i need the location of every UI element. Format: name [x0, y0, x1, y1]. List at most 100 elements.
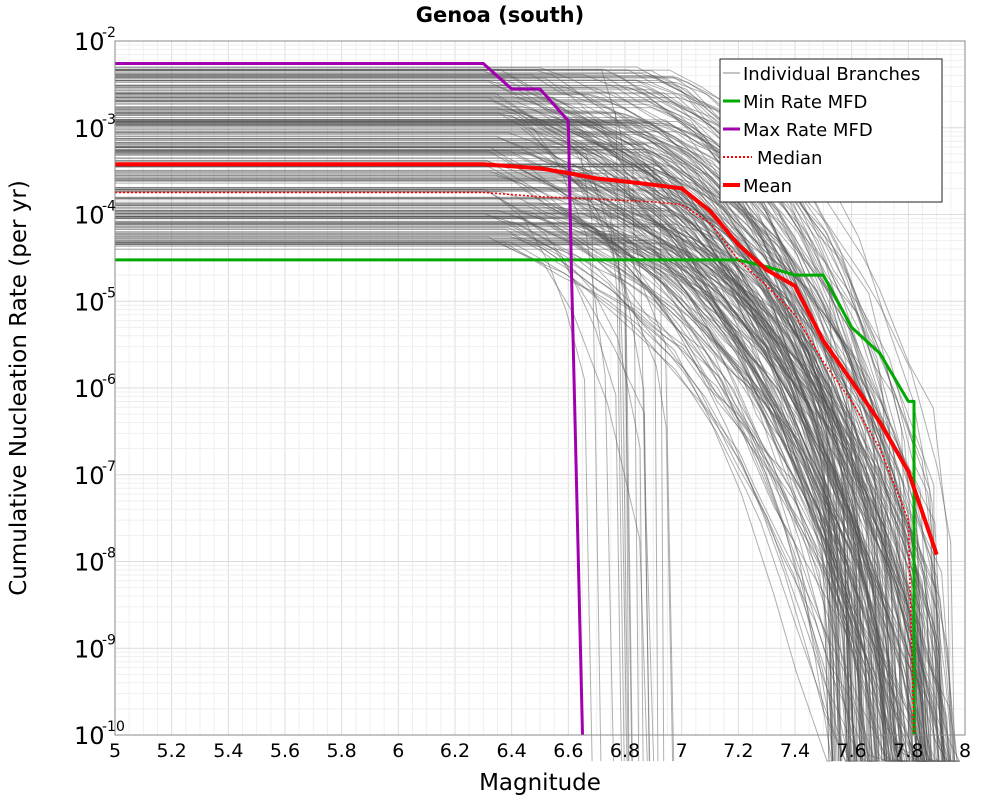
branch-line — [115, 198, 899, 762]
branch-line — [115, 174, 902, 762]
branch-line — [115, 191, 923, 762]
branch-line — [115, 100, 941, 762]
branch-line — [115, 213, 850, 762]
branch-line — [115, 239, 862, 762]
branch-line — [115, 231, 929, 762]
branch-line — [115, 205, 912, 762]
series-min-rate-mfd — [115, 258, 916, 735]
branch-line — [115, 224, 830, 762]
branch-line — [115, 164, 940, 762]
branch-line — [115, 207, 873, 762]
branch-line — [115, 121, 847, 762]
branch-line — [115, 100, 852, 762]
branch-line — [115, 111, 893, 762]
branch-line — [115, 238, 878, 762]
branch-line — [115, 77, 651, 762]
y-tick-base: 10 — [74, 288, 105, 316]
branch-line — [115, 74, 955, 762]
branch-line — [115, 80, 947, 762]
branch-line — [115, 179, 862, 762]
branch-line — [115, 114, 922, 762]
branch-line — [115, 205, 899, 762]
branch-line — [115, 106, 856, 762]
x-tick-label: 6 — [392, 740, 404, 762]
branch-line — [115, 102, 897, 762]
x-tick-labels: 5 5.2 5.4 5.6 5.8 6 6.2 6.4 6.6 6.8 7 7.2 7.4 7.6 7.8 8 — [109, 740, 971, 762]
branch-line — [115, 235, 942, 762]
branch-line — [115, 213, 929, 762]
branch-line — [115, 213, 899, 762]
branch-line — [115, 119, 907, 762]
y-tick-base: 10 — [74, 28, 105, 56]
branch-line — [115, 217, 858, 762]
x-tick-label: 6.8 — [610, 740, 640, 762]
branch-line — [115, 207, 886, 762]
branch-line — [115, 144, 927, 762]
branch-line — [115, 142, 852, 762]
branch-line — [115, 146, 885, 762]
branch-line — [115, 228, 854, 762]
branch-line — [115, 204, 931, 762]
branch-line — [115, 166, 889, 762]
branch-line — [115, 112, 918, 762]
branch-line — [115, 127, 896, 762]
branch-line — [115, 170, 853, 762]
branch-line — [115, 153, 850, 762]
branch-line — [115, 201, 906, 762]
branch-line — [115, 121, 901, 762]
branch-line — [115, 210, 918, 762]
branch-line — [115, 174, 938, 762]
branch-line — [115, 147, 874, 762]
branch-line — [115, 244, 952, 762]
branch-line — [115, 163, 922, 762]
branch-line — [115, 175, 848, 762]
branch-line — [115, 236, 877, 762]
branch-line — [115, 132, 675, 762]
branch-line — [115, 163, 909, 762]
branch-line — [115, 95, 877, 762]
branch-line — [115, 169, 928, 762]
legend-label-mean: Mean — [743, 176, 792, 197]
branch-line — [115, 94, 940, 762]
branch-line — [115, 197, 919, 762]
branch-line — [115, 176, 842, 762]
y-tick-base: 10 — [74, 375, 105, 403]
branch-line — [115, 135, 932, 762]
legend-label-max-rate: Max Rate MFD — [743, 120, 873, 141]
branch-line — [115, 112, 628, 762]
branch-line — [115, 124, 924, 762]
branch-line — [115, 177, 938, 762]
branch-line — [115, 99, 902, 762]
branch-line — [115, 212, 959, 762]
branch-line — [115, 203, 898, 762]
x-tick-label: 7.2 — [723, 740, 753, 762]
branch-line — [115, 147, 944, 762]
branch-line — [115, 149, 861, 762]
branch-line — [115, 119, 898, 762]
x-tick-label: 7.4 — [780, 740, 810, 762]
branch-line — [115, 241, 866, 762]
branch-line — [115, 123, 883, 762]
y-tick-exponent: -10 — [102, 719, 125, 735]
branch-line — [115, 241, 918, 762]
branch-line — [115, 159, 875, 762]
branch-line — [115, 187, 955, 762]
branch-line — [115, 215, 926, 762]
x-tick-label: 7.8 — [893, 740, 923, 762]
grid — [114, 41, 966, 736]
branch-line — [115, 166, 899, 762]
branch-line — [115, 203, 932, 762]
branch-line — [115, 153, 629, 762]
y-tick-base: 10 — [74, 722, 105, 750]
x-tick-label: 6.6 — [553, 740, 583, 762]
branch-line — [115, 166, 640, 762]
branch-line — [115, 225, 930, 762]
branch-line — [115, 210, 898, 762]
branch-line — [115, 113, 849, 762]
branch-line — [115, 109, 838, 762]
branch-line — [115, 107, 856, 762]
branch-line — [115, 180, 946, 762]
branch-line — [115, 160, 914, 762]
branch-line — [115, 119, 901, 762]
branch-line — [115, 76, 888, 762]
